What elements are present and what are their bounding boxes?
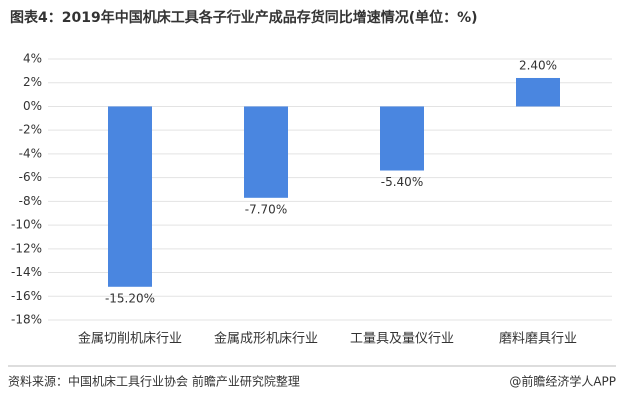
y-tick-label: 0% bbox=[23, 99, 42, 113]
bar bbox=[244, 106, 288, 198]
value-label: -7.70% bbox=[245, 202, 287, 216]
y-tick-label: -12% bbox=[11, 241, 42, 255]
y-tick-label: -2% bbox=[19, 123, 42, 137]
x-tick-label: 工量具及量仪行业 bbox=[350, 332, 454, 347]
y-tick-label: -14% bbox=[11, 265, 42, 279]
x-tick-label: 金属切削机床行业 bbox=[78, 331, 182, 347]
chart-title: 图表4：2019年中国机床工具各子行业产成品存货同比增速情况(单位：%) bbox=[10, 9, 478, 26]
value-label: 2.40% bbox=[519, 58, 557, 72]
value-label: -15.20% bbox=[105, 291, 155, 305]
brand: @前瞻经济学人APP bbox=[509, 374, 616, 389]
y-tick-label: 4% bbox=[23, 52, 42, 66]
bar bbox=[380, 106, 424, 171]
x-tick-label: 金属成形机床行业 bbox=[214, 331, 318, 347]
y-tick-label: -16% bbox=[11, 289, 42, 303]
value-label: -5.40% bbox=[381, 175, 423, 189]
bar bbox=[516, 77, 560, 107]
bar bbox=[108, 106, 152, 287]
y-tick-label: 2% bbox=[23, 75, 42, 89]
y-tick-label: -18% bbox=[11, 313, 42, 327]
source: 资料来源：中国机床工具行业协会 前瞻产业研究院整理 bbox=[8, 374, 300, 389]
y-tick-label: -4% bbox=[19, 146, 42, 160]
y-tick-label: -6% bbox=[19, 170, 42, 184]
y-tick-label: -10% bbox=[11, 218, 42, 232]
y-tick-label: -8% bbox=[19, 194, 42, 208]
x-tick-label: 磨料磨具行业 bbox=[499, 332, 577, 347]
